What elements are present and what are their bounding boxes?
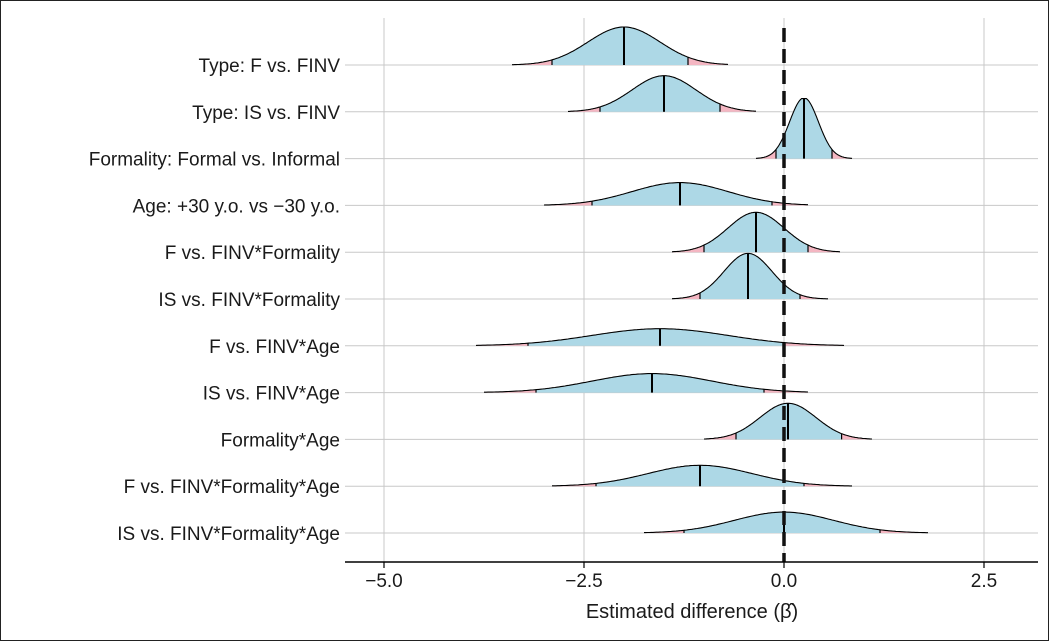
ridge-tail-left-5 [672, 292, 700, 299]
ridge-interval-5 [700, 253, 800, 299]
ridge-tail-right-4 [808, 245, 840, 253]
row-label-1: Type: IS vs. FINV [192, 103, 340, 124]
x-axis: −5.0 −2.5 0.0 2.5 [345, 561, 1038, 592]
row-label-4: F vs. FINV*Formality [165, 243, 341, 264]
ridge-outline-10 [644, 511, 928, 534]
ridge-tail-right-9 [804, 483, 852, 487]
ridge-outline-5 [672, 252, 828, 300]
ridge-tail-left-7 [484, 389, 536, 393]
ridge-8 [704, 402, 872, 440]
ridge-interval-10 [684, 512, 880, 533]
ridge-6 [475, 328, 845, 346]
ridge-tail-left-4 [672, 245, 704, 253]
ridge-tail-right-8 [841, 433, 872, 440]
ridge-interval-7 [536, 373, 764, 393]
ridge-outline-7 [484, 373, 809, 393]
row-label-8: Formality*Age [221, 430, 340, 451]
ridge-5 [672, 252, 828, 300]
ridge-interval-1 [600, 75, 720, 112]
ridge-tail-left-8 [704, 433, 736, 440]
ridge-4 [671, 211, 841, 253]
x-axis-title: Estimated difference (β̂) [586, 601, 798, 623]
ridge-tail-right-10 [880, 529, 928, 533]
ridge-tail-right-2 [832, 149, 852, 159]
ridge-tail-left-2 [756, 149, 776, 159]
ridge-outline-9 [552, 464, 852, 487]
density-ridges [475, 26, 928, 534]
row-label-5: IS vs. FINV*Formality [158, 290, 340, 311]
x-tick-label-2: 0.0 [771, 571, 797, 592]
ridge-10 [644, 511, 928, 534]
x-tick-label-1: −2.5 [565, 571, 603, 592]
ridge-7 [484, 373, 809, 393]
ridge-3 [543, 182, 808, 206]
x-tick-label-0: −5.0 [365, 571, 403, 592]
ridge-interval-3 [592, 182, 772, 206]
x-tick-label-3: 2.5 [971, 571, 997, 592]
ridge-tail-right-1 [720, 104, 756, 112]
ridge-tail-right-0 [688, 57, 728, 65]
ridge-tail-left-0 [512, 59, 552, 65]
row-label-3: Age: +30 y.o. vs −30 y.o. [133, 196, 340, 217]
row-label-10: IS vs. FINV*Formality*Age [117, 524, 340, 545]
ridge-9 [552, 464, 852, 487]
ridge-tail-left-1 [568, 106, 600, 112]
row-label-0: Type: F vs. FINV [199, 56, 341, 77]
row-label-6: F vs. FINV*Age [209, 337, 340, 358]
row-label-9: F vs. FINV*Formality*Age [124, 477, 340, 498]
ridge-outline-1 [568, 75, 756, 112]
ridge-interval-0 [552, 27, 688, 65]
row-label-7: IS vs. FINV*Age [203, 384, 340, 405]
ridge-tail-right-5 [800, 294, 828, 299]
ridge-outline-0 [512, 26, 729, 66]
ridge-2 [755, 98, 853, 159]
row-labels: Type: F vs. FINV Type: IS vs. FINV Formali… [89, 56, 341, 545]
ridge-1 [568, 75, 756, 112]
row-label-2: Formality: Formal vs. Informal [89, 150, 340, 171]
ridge-0 [512, 26, 729, 66]
ridge-interval-6 [528, 328, 784, 346]
ridge-outline-3 [543, 182, 808, 206]
ridge-tail-left-9 [552, 483, 596, 487]
ridge-tail-left-3 [544, 201, 592, 206]
